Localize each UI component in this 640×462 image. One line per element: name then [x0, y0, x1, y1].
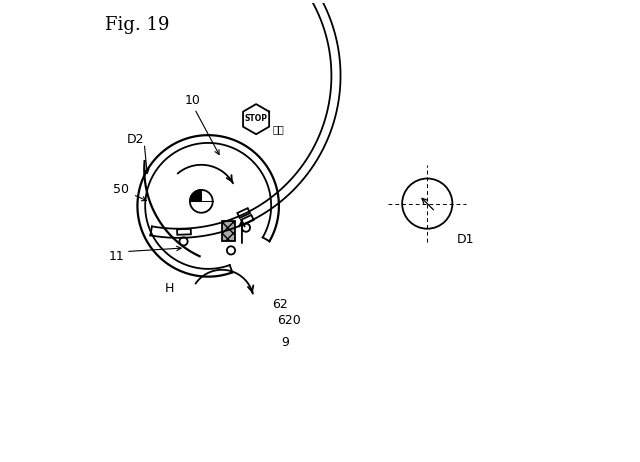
Text: D1: D1: [457, 233, 474, 246]
Text: 10: 10: [184, 94, 200, 107]
Text: STOP: STOP: [244, 114, 268, 123]
Polygon shape: [190, 190, 202, 201]
Bar: [222, 221, 235, 241]
Text: 11: 11: [109, 249, 125, 262]
Text: H: H: [164, 281, 174, 295]
Text: 620: 620: [276, 314, 300, 327]
Text: 停止: 停止: [272, 125, 284, 134]
Circle shape: [190, 190, 212, 213]
Text: Fig. 19: Fig. 19: [106, 17, 170, 35]
Text: D2: D2: [126, 133, 144, 146]
Text: 50: 50: [113, 183, 129, 196]
Text: 9: 9: [281, 336, 289, 349]
Text: 62: 62: [272, 298, 288, 311]
